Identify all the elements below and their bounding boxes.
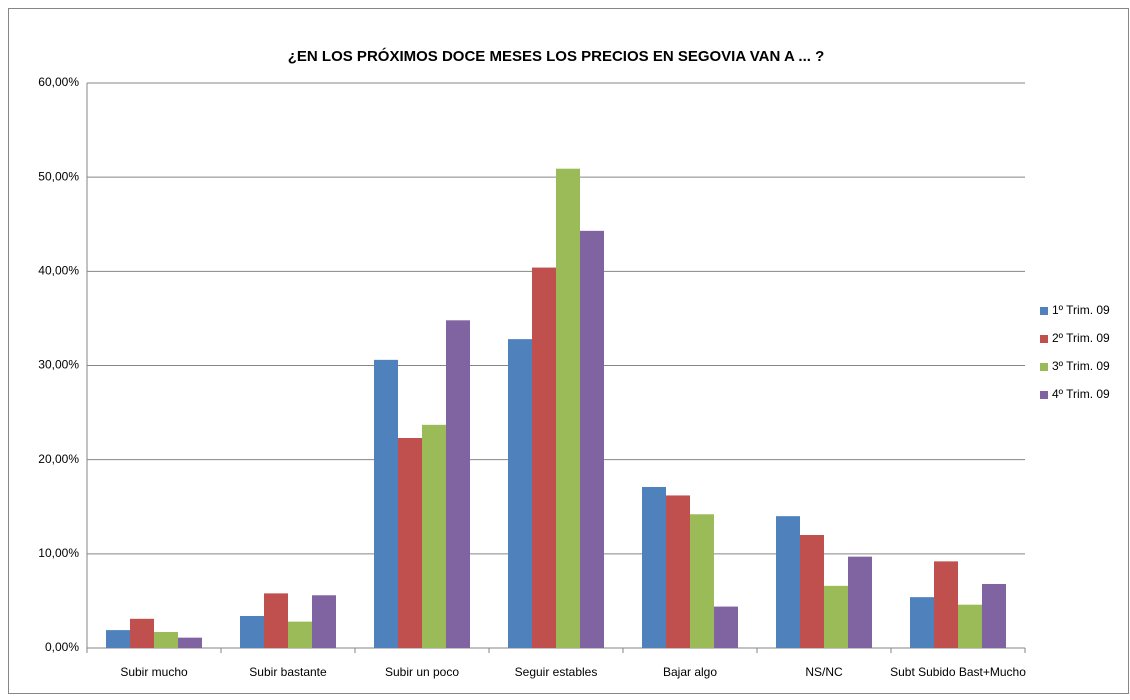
x-tick-label: Bajar algo [663,665,717,679]
legend-swatch [1040,391,1048,399]
bar [532,267,556,648]
legend-label: 1º Trim. 09 [1052,303,1110,317]
x-tick-label: Subir bastante [249,665,327,679]
bar [848,556,872,648]
bar [154,631,178,648]
x-tick-label: NS/NC [805,665,843,679]
legend-label: 2º Trim. 09 [1052,331,1110,345]
chart-title: ¿EN LOS PRÓXIMOS DOCE MESES LOS PRECIOS … [288,47,824,65]
y-tick-label: 0,00% [45,640,79,654]
y-tick-label: 40,00% [38,264,79,278]
bar [934,561,958,648]
bar [106,630,130,648]
bar [312,595,336,648]
legend-label: 4º Trim. 09 [1052,387,1110,401]
y-tick-label: 30,00% [38,358,79,372]
bar [824,585,848,648]
legend-swatch [1040,363,1048,371]
bar [264,593,288,648]
bar [690,514,714,648]
x-tick-label: Seguir estables [515,665,598,679]
bar [642,486,666,648]
bar [666,495,690,648]
x-tick-label: Subt Subido Bast+Mucho [890,665,1026,679]
bar [800,535,824,648]
bar [446,320,470,648]
y-tick-label: 20,00% [38,452,79,466]
legend-swatch [1040,335,1048,343]
y-tick-label: 50,00% [38,169,79,183]
bar [398,438,422,648]
bar [508,339,532,648]
x-tick-label: Subir mucho [120,665,188,679]
bar [982,583,1006,648]
y-tick-label: 60,00% [38,75,79,89]
bar [556,168,580,649]
bar [240,615,264,648]
bar [958,604,982,648]
bar [776,516,800,648]
x-tick-label: Subir un poco [385,665,459,679]
bar [580,230,604,648]
bar [910,597,934,648]
bar [714,606,738,648]
bar [374,359,398,648]
bar [130,618,154,648]
bar [178,637,202,648]
y-tick-label: 10,00% [38,546,79,560]
legend-swatch [1040,307,1048,315]
bar [288,621,312,648]
bar [422,424,446,648]
legend-label: 3º Trim. 09 [1052,359,1110,373]
